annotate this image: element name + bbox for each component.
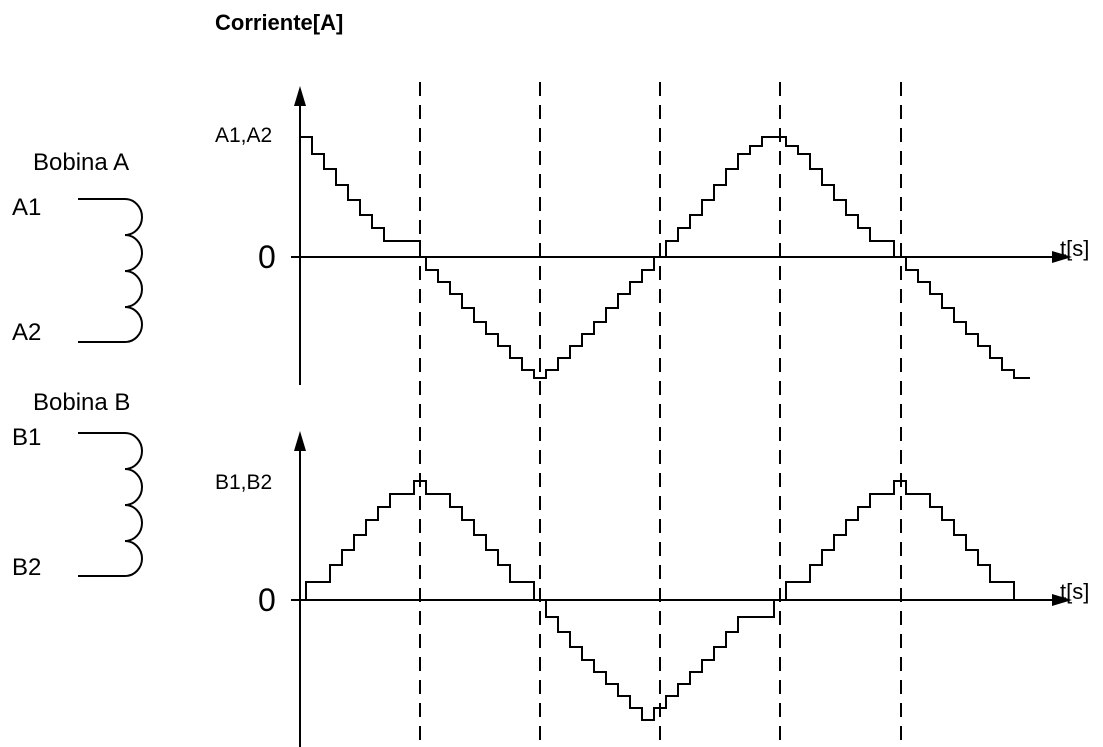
coil-b-winding-icon <box>78 432 143 577</box>
coil-a-end-label: A2 <box>12 319 41 346</box>
plot-a-current-waveform <box>300 136 1030 379</box>
plot-b-x-arrow-icon <box>1052 594 1072 606</box>
plot-b-current-waveform <box>300 480 1015 721</box>
coil-a-winding-icon <box>78 198 143 343</box>
coil-a-start-label: A1 <box>12 194 41 221</box>
plot-a-xlabel: t[s] <box>1060 236 1089 261</box>
plot-b-axes <box>291 445 1055 747</box>
coil-b-name: Bobina B <box>33 389 130 416</box>
quarter-period-dividers <box>419 82 902 747</box>
plot-a-x-arrow-icon <box>1052 251 1072 263</box>
diagram-title: Corriente[A] <box>215 10 343 35</box>
plot-b-xlabel: t[s] <box>1060 579 1089 604</box>
plot-b-zero-label: 0 <box>258 582 276 618</box>
plot-a-y-arrow-icon <box>294 86 306 106</box>
plot-a-axes <box>291 100 1055 385</box>
coil-a-name: Bobina A <box>33 149 129 176</box>
plot-b-y-arrow-icon <box>294 431 306 451</box>
plot-b-ylabel: B1,B2 <box>215 471 272 494</box>
coil-b-start-label: B1 <box>12 424 41 451</box>
coil-b-end-label: B2 <box>12 554 41 581</box>
plot-a-ylabel: A1,A2 <box>215 124 272 147</box>
plot-a-zero-label: 0 <box>258 239 276 275</box>
